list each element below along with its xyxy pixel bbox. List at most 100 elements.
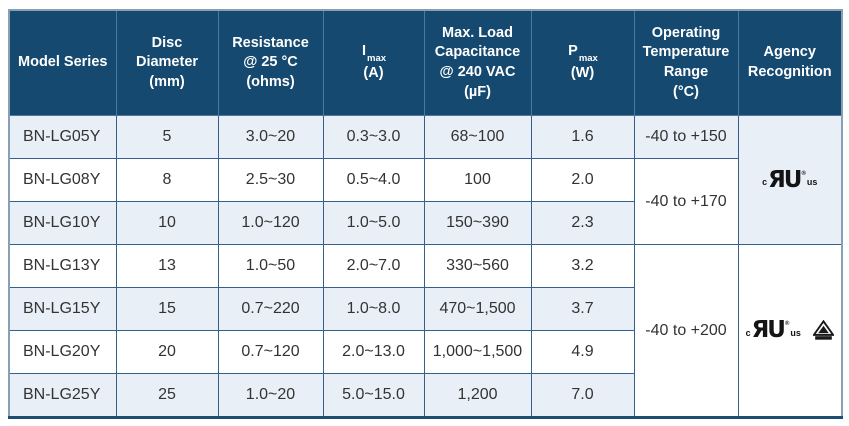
pmax-cell: 2.3: [530, 201, 635, 245]
resistance-cell: 1.0~120: [217, 201, 324, 245]
header-line: Temperature: [642, 44, 730, 61]
imax-cell: 2.0~13.0: [322, 330, 425, 374]
capacitance-cell: 330~560: [423, 244, 532, 288]
capacitance-cell: 100: [423, 158, 532, 202]
col-header-model-series: Model Series: [8, 9, 117, 116]
agency-cell: c ЯU ® us: [737, 115, 843, 245]
resistance-cell: 1.0~20: [217, 373, 324, 418]
model-cell: BN-LG20Y: [8, 330, 117, 374]
imax-symbol: I: [361, 43, 366, 60]
diameter-cell: 5: [115, 115, 219, 159]
spec-table: Model Series Disc Diameter (mm) Resistan…: [8, 9, 843, 419]
capacitance-cell: 1,200: [423, 373, 532, 418]
diameter-cell: 8: [115, 158, 219, 202]
table-row: BN-LG10Y 10 1.0~120 1.0~5.0 150~390 2.3: [8, 201, 842, 245]
capacitance-cell: 1,000~1,500: [423, 330, 532, 374]
pmax-cell: 4.9: [530, 330, 635, 374]
col-header-agency-recognition: Agency Recognition: [737, 9, 843, 116]
imax-cell: 0.3~3.0: [322, 115, 425, 159]
diameter-cell: 20: [115, 330, 219, 374]
table-row: BN-LG25Y 25 1.0~20 5.0~15.0 1,200 7.0: [8, 373, 842, 418]
imax-cell: 5.0~15.0: [322, 373, 425, 418]
col-header-pmax: Pmax (W): [530, 9, 635, 116]
header-line: Disc: [151, 34, 183, 51]
temperature-cell: -40 to +170: [633, 158, 739, 245]
table-row: BN-LG08Y 8 2.5~30 0.5~4.0 100 2.0 -40 to…: [8, 158, 842, 245]
capacitance-cell: 470~1,500: [423, 287, 532, 331]
resistance-cell: 3.0~20: [217, 115, 324, 159]
ul-us-label: us: [806, 177, 818, 188]
diameter-cell: 13: [115, 244, 219, 288]
header-line: Operating: [651, 24, 721, 41]
header-line: (W): [570, 65, 595, 82]
imax-cell: 2.0~7.0: [322, 244, 425, 288]
pmax-cell: 3.2: [530, 244, 635, 288]
diameter-cell: 15: [115, 287, 219, 331]
pmax-cell: 1.6: [530, 115, 635, 159]
header-line: Diameter: [135, 54, 199, 71]
header-line: Range: [663, 64, 709, 80]
capacitance-cell: 68~100: [423, 115, 532, 159]
header-line: (°C): [673, 83, 699, 100]
header-line: (mm): [149, 73, 185, 90]
header-line: Imax: [326, 42, 422, 64]
imax-cell: 1.0~8.0: [322, 287, 425, 331]
header-line: Recognition: [747, 64, 832, 80]
header-label: Model Series: [18, 54, 108, 71]
model-cell: BN-LG13Y: [8, 244, 117, 288]
temperature-cell: -40 to +200: [633, 244, 739, 418]
header-line: Max. Load: [442, 24, 513, 41]
table-row: BN-LG15Y 15 0.7~220 1.0~8.0 470~1,500 3.…: [8, 287, 842, 331]
diameter-cell: 25: [115, 373, 219, 418]
table-row: BN-LG20Y 20 0.7~120 2.0~13.0 1,000~1,500…: [8, 330, 842, 374]
header-line: (A): [363, 65, 384, 82]
registered-mark: ®: [801, 170, 806, 177]
pmax-cell: 3.7: [530, 287, 635, 331]
ul-recognized-icon: c ЯU ® us: [745, 317, 801, 344]
header-line: Resistance: [232, 34, 309, 51]
col-header-disc-diameter: Disc Diameter (mm): [115, 9, 219, 116]
header-line: Agency: [763, 44, 816, 61]
model-cell: BN-LG10Y: [8, 201, 117, 245]
temperature-cell: -40 to +150: [633, 115, 739, 159]
ul-main-glyph: ЯU: [768, 166, 802, 193]
model-cell: BN-LG05Y: [8, 115, 117, 159]
col-header-resistance: Resistance @ 25 °C (ohms): [217, 9, 324, 116]
capacitance-cell: 150~390: [423, 201, 532, 245]
table-row: BN-LG13Y 13 1.0~50 2.0~7.0 330~560 3.2 -…: [8, 244, 843, 418]
agency-cell: c ЯU ® us: [737, 244, 843, 418]
col-header-operating-temperature: Operating Temperature Range (°C): [633, 9, 739, 116]
table-row: BN-LG05Y 5 3.0~20 0.3~3.0 68~100 1.6 -40…: [8, 115, 843, 245]
header-line: Pmax: [534, 42, 632, 64]
pmax-cell: 7.0: [530, 373, 635, 418]
imax-subscript: max: [367, 53, 387, 65]
col-header-imax: Imax (A): [322, 9, 425, 116]
ul-c-label: c: [745, 327, 751, 338]
header-line: @ 240 VAC: [439, 64, 516, 80]
resistance-cell: 0.7~220: [217, 287, 324, 331]
resistance-cell: 0.7~120: [217, 330, 324, 374]
registered-mark: ®: [784, 321, 790, 328]
header-line: @ 25 °C: [243, 54, 298, 71]
ul-c-label: c: [762, 177, 768, 188]
pmax-cell: 2.0: [530, 158, 635, 202]
diameter-cell: 10: [115, 201, 219, 245]
pmax-symbol: P: [568, 43, 578, 60]
ul-recognized-icon: c ЯU ® us: [762, 166, 818, 193]
header-line: Capacitance: [434, 44, 521, 61]
header-row: Model Series Disc Diameter (mm) Resistan…: [8, 9, 843, 116]
header-line: (ohms): [246, 73, 295, 90]
model-cell: BN-LG08Y: [8, 158, 117, 202]
resistance-cell: 2.5~30: [217, 158, 324, 202]
model-cell: BN-LG15Y: [8, 287, 117, 331]
model-cell: BN-LG25Y: [8, 373, 117, 418]
resistance-cell: 1.0~50: [217, 244, 324, 288]
imax-cell: 0.5~4.0: [322, 158, 425, 202]
imax-cell: 1.0~5.0: [322, 201, 425, 245]
col-header-capacitance: Max. Load Capacitance @ 240 VAC (µF): [423, 9, 532, 116]
triangle-certification-icon: [811, 319, 835, 341]
pmax-subscript: max: [578, 53, 598, 65]
ul-main-glyph: ЯU: [751, 317, 786, 344]
ul-us-label: us: [790, 327, 801, 338]
